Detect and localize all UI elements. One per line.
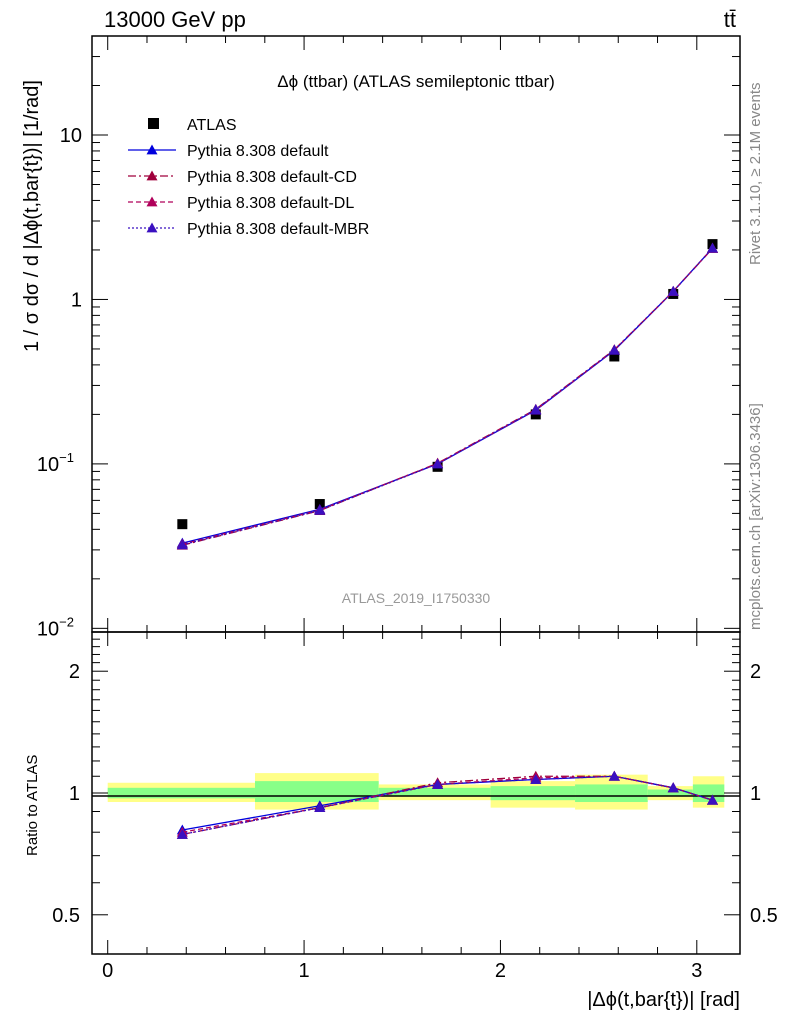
legend-label: Pythia 8.308 default-MBR	[187, 221, 369, 238]
ratio-panel: Ratio to ATLAS 0.5 0.5 1 1 2 2 0 1 2 3 |Δϕ(t,bar…	[24, 36, 778, 1011]
series-marker	[707, 794, 719, 805]
series-marker	[530, 773, 542, 784]
ratio-bands	[107, 773, 725, 810]
legend-label: Pythia 8.308 default-CD	[187, 169, 357, 186]
main-series-default-dl	[176, 242, 719, 549]
main-y-tick-exponent: −1	[59, 450, 74, 465]
legend-entry: Pythia 8.308 default-DL	[128, 195, 354, 212]
series-marker	[608, 770, 620, 781]
series-marker	[432, 778, 444, 789]
series-line	[182, 247, 713, 546]
ratio-y-tick-label-right: 0.5	[750, 905, 778, 927]
legend-marker	[148, 118, 159, 129]
main-y-ticks	[92, 35, 740, 629]
series-marker	[314, 504, 326, 515]
legend-marker	[146, 170, 158, 181]
ratio-series-layer	[176, 770, 719, 839]
main-y-tick-base: 10	[37, 454, 59, 476]
ratio-y-tick-label-left: 0.5	[52, 905, 80, 927]
main-series-layer	[176, 239, 719, 550]
uncertainty-band-green	[647, 789, 693, 797]
series-marker	[176, 828, 188, 839]
main-panel: Δϕ (ttbar) (ATLAS semileptonic ttbar) AT…	[21, 35, 741, 640]
ratio-series-default-mbr	[176, 770, 719, 839]
x-axis-label: |Δϕ(t,bar{t})| [rad]	[587, 989, 740, 1011]
ratio-y-tick-label-left: 1	[69, 783, 80, 805]
main-y-axis-label: 1 / σ dσ / d |Δϕ(t,bar{t})| [1/rad]	[21, 80, 43, 352]
rivet-label: Rivet 3.1.10, ≥ 2.1M events	[747, 83, 764, 266]
mcplots-label: mcplots.cern.ch [arXiv:1306.3436]	[747, 403, 764, 630]
x-tick-label: 0	[102, 960, 113, 982]
legend-label: Pythia 8.308 default-DL	[187, 195, 354, 212]
legend-entry: Pythia 8.308 default-MBR	[128, 221, 369, 238]
ratio-ticks	[92, 36, 740, 955]
series-marker	[432, 458, 444, 469]
uncertainty-band-green	[378, 787, 491, 797]
main-series-default-cd	[176, 243, 719, 550]
main-series-data	[177, 239, 718, 530]
x-tick-label: 3	[691, 960, 702, 982]
legend-marker	[146, 144, 158, 155]
series-marker	[530, 404, 542, 414]
main-y-tick-label: 10−2	[37, 614, 74, 640]
watermark-label: ATLAS_2019_I1750330	[342, 590, 491, 606]
main-y-tick-label: 10−1	[37, 450, 74, 476]
series-line	[182, 247, 713, 544]
uncertainty-band-green	[490, 786, 576, 801]
main-series-default	[176, 242, 719, 548]
main-y-tick-label: 1	[71, 289, 82, 311]
x-tick-label: 2	[495, 960, 506, 982]
energy-label: 13000 GeV pp	[104, 7, 246, 32]
main-y-tick-base: 10	[37, 618, 59, 640]
ratio-y-tick-label-right: 1	[750, 783, 761, 805]
x-tick-label: 1	[299, 960, 310, 982]
legend-entry: Pythia 8.308 default-CD	[128, 169, 357, 186]
ratio-y-tick-label-right: 2	[750, 661, 761, 683]
series-marker	[707, 242, 719, 253]
process-label: tt̄	[724, 7, 736, 32]
series-marker	[314, 802, 326, 813]
uncertainty-band-green	[254, 781, 379, 803]
uncertainty-band-green	[575, 784, 648, 803]
series-marker	[608, 344, 620, 355]
uncertainty-band-green	[692, 784, 725, 803]
legend-marker	[146, 222, 158, 233]
legend-label: ATLAS	[187, 117, 237, 134]
legend-marker	[146, 196, 158, 207]
main-y-tick-base: 10	[60, 125, 82, 147]
main-plot-title: Δϕ (ttbar) (ATLAS semileptonic ttbar)	[277, 72, 555, 91]
data-point	[609, 351, 620, 362]
main-y-tick-base: 1	[71, 289, 82, 311]
legend: ATLAS Pythia 8.308 default Pythia 8.308 de…	[128, 117, 369, 238]
main-y-tick-exponent: −2	[59, 614, 74, 629]
series-marker	[176, 539, 188, 550]
main-series-default-mbr	[176, 242, 719, 550]
series-line	[182, 247, 713, 545]
legend-entry: ATLAS	[148, 117, 237, 134]
ratio-y-tick-labels: 0.5 0.5 1 1 2 2	[52, 661, 778, 927]
main-y-tick-label: 10	[60, 125, 82, 147]
ratio-y-axis-label: Ratio to ATLAS	[24, 755, 41, 856]
uncertainty-band-green	[107, 787, 255, 799]
legend-entry: Pythia 8.308 default	[128, 143, 329, 160]
x-tick-labels: 0 1 2 3	[102, 960, 702, 982]
series-line	[182, 248, 713, 546]
ratio-y-tick-label-left: 2	[69, 661, 80, 683]
legend-label: Pythia 8.308 default	[187, 143, 329, 160]
series-marker	[667, 285, 679, 296]
series-marker	[667, 782, 679, 793]
data-point	[177, 519, 188, 530]
